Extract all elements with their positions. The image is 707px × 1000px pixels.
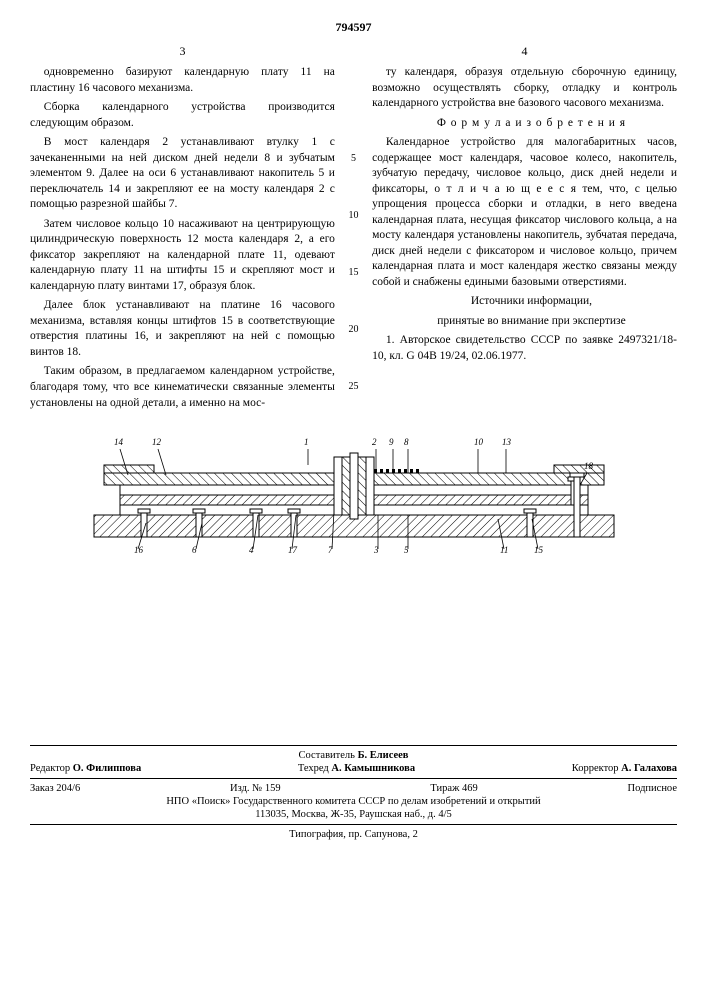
line-ref: 15	[349, 267, 359, 278]
formula-title: Ф о р м у л а и з о б р е т е н и я	[372, 116, 677, 132]
sources-title: Источники информации,	[372, 294, 677, 310]
svg-text:2: 2	[372, 437, 377, 447]
svg-text:8: 8	[404, 437, 409, 447]
print-row: Заказ 204/6 Изд. № 159 Тираж 469 Подписн…	[30, 783, 677, 794]
para: 1. Авторское свидетельство СССР по заявк…	[372, 333, 677, 364]
svg-text:7: 7	[328, 545, 333, 555]
body-columns: 3 одновременно базируют календарную плат…	[30, 43, 677, 415]
rule	[30, 778, 677, 779]
svg-text:13: 13	[502, 437, 512, 447]
order: Заказ 204/6	[30, 783, 80, 794]
compiler-label: Составитель	[299, 750, 355, 761]
corrector: Корректор А. Галахова	[572, 763, 677, 774]
left-column: 3 одновременно базируют календарную плат…	[30, 43, 335, 415]
svg-text:14: 14	[114, 437, 124, 447]
svg-text:3: 3	[373, 545, 379, 555]
para: Календарное устройство для малогабаритны…	[372, 135, 677, 290]
compiler-row: Составитель Б. Елисеев	[30, 750, 677, 761]
doc-number: 794597	[30, 20, 677, 35]
para: Затем числовое кольцо 10 насаживают на ц…	[30, 217, 335, 295]
credits-row: Редактор О. Филиппова Техред А. Камышник…	[30, 763, 677, 774]
techred-label: Техред	[298, 763, 329, 774]
right-col-number: 4	[372, 43, 677, 59]
techred: Техред А. Камышникова	[298, 763, 415, 774]
corrector-name: А. Галахова	[621, 763, 677, 774]
svg-text:12: 12	[152, 437, 162, 447]
svg-text:18: 18	[584, 461, 594, 471]
diagram-svg: 141212981013181664177351115	[74, 435, 634, 565]
svg-text:10: 10	[474, 437, 484, 447]
editor: Редактор О. Филиппова	[30, 763, 141, 774]
line-ref: 10	[349, 210, 359, 221]
para: Таким образом, в предлагаемом календарно…	[30, 364, 335, 411]
svg-text:11: 11	[500, 545, 508, 555]
para: Сборка календарного устройства производи…	[30, 100, 335, 131]
subscription: Подписное	[628, 783, 677, 794]
editor-name: О. Филиппова	[73, 763, 141, 774]
techred-name: А. Камышникова	[331, 763, 415, 774]
line-ref: 25	[349, 381, 359, 392]
rule	[30, 745, 677, 746]
svg-text:5: 5	[404, 545, 409, 555]
svg-text:9: 9	[389, 437, 394, 447]
para: ту календаря, образуя отдельную сборочну…	[372, 65, 677, 112]
address: 113035, Москва, Ж-35, Раушская наб., д. …	[30, 809, 677, 820]
left-col-number: 3	[30, 43, 335, 59]
corrector-label: Корректор	[572, 763, 619, 774]
editor-label: Редактор	[30, 763, 70, 774]
line-ref: 5	[351, 153, 356, 164]
svg-text:15: 15	[534, 545, 544, 555]
svg-text:1: 1	[304, 437, 309, 447]
para: В мост календаря 2 устанавливают втулку …	[30, 135, 335, 213]
footer: Составитель Б. Елисеев Редактор О. Филип…	[30, 745, 677, 840]
svg-text:17: 17	[288, 545, 298, 555]
svg-text:6: 6	[192, 545, 197, 555]
org: НПО «Поиск» Государственного комитета СС…	[30, 796, 677, 807]
svg-text:4: 4	[249, 545, 254, 555]
para: одновременно базируют календарную плату …	[30, 65, 335, 96]
line-numbers: 5 10 15 20 25	[347, 43, 360, 415]
printer: Типография, пр. Сапунова, 2	[30, 829, 677, 840]
svg-text:16: 16	[134, 545, 144, 555]
rule	[30, 824, 677, 825]
sources-title: принятые во внимание при экспертизе	[372, 314, 677, 330]
line-ref: 20	[349, 324, 359, 335]
edition: Изд. № 159	[230, 783, 281, 794]
technical-drawing: 141212981013181664177351115	[74, 435, 634, 565]
compiler-name: Б. Елисеев	[358, 750, 409, 761]
para: Далее блок устанавливают на платине 16 ч…	[30, 298, 335, 360]
circulation: Тираж 469	[430, 783, 477, 794]
right-column: 4 ту календаря, образуя отдельную сбороч…	[372, 43, 677, 415]
